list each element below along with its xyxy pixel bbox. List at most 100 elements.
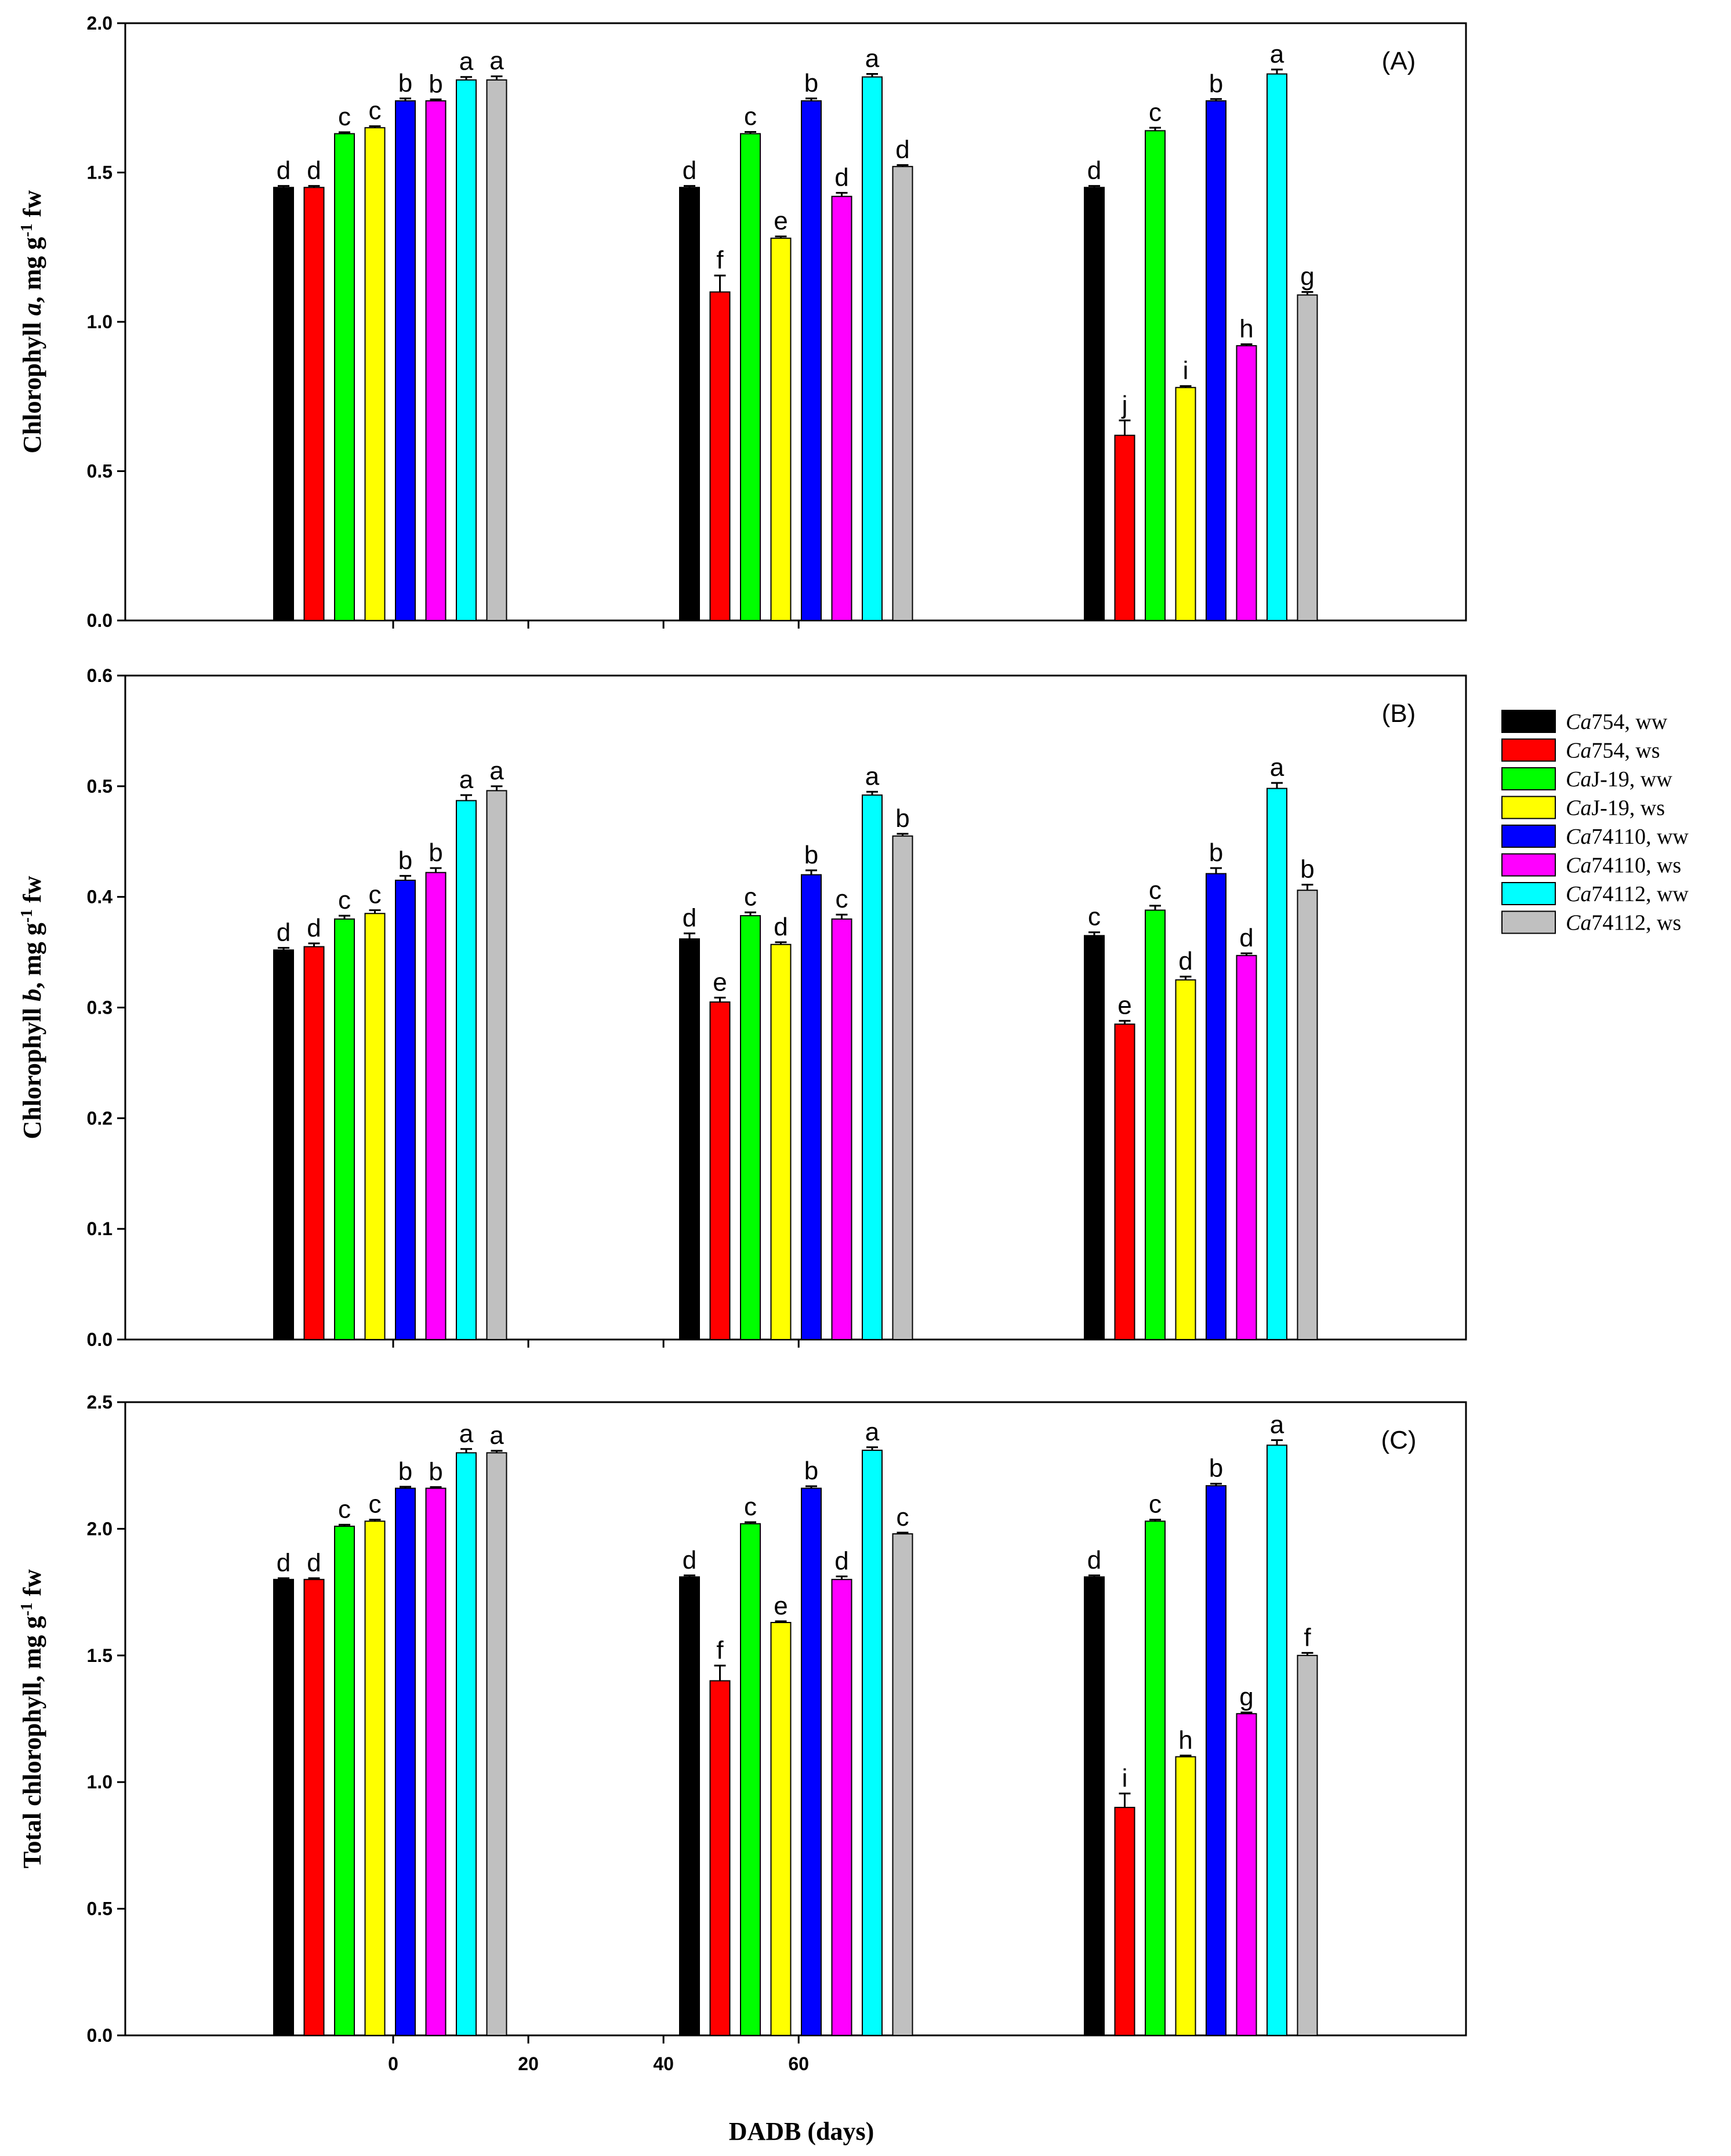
significance-letter: d <box>277 918 291 946</box>
bar <box>1114 1023 1135 1340</box>
legend-label-italic: Ca <box>1566 796 1591 821</box>
significance-letter: b <box>804 1457 818 1485</box>
legend-label-rest: 74110, ww <box>1591 825 1689 849</box>
y-axis-title-part: Chlorophyll <box>18 1001 46 1139</box>
y-axis-title-part: -1 <box>18 909 36 923</box>
y-axis-title-part: a <box>18 303 46 315</box>
bar <box>303 187 325 621</box>
legend-item: Ca74112, ws <box>1501 910 1681 935</box>
y-axis-title-part: fw <box>18 876 46 909</box>
bar <box>456 1452 477 2037</box>
legend-swatch <box>1501 825 1556 848</box>
bar <box>425 100 447 621</box>
significance-letter: h <box>1239 315 1253 343</box>
bar <box>1297 890 1318 1340</box>
bar-group-20: d f c e b d a d <box>679 45 913 622</box>
significance-letter: b <box>804 841 818 869</box>
significance-letter: a <box>489 1421 504 1450</box>
bar <box>1145 909 1166 1340</box>
significance-letter: c <box>744 102 757 130</box>
significance-letter: c <box>744 883 757 911</box>
x-axis-title: DADB (days) <box>729 2117 874 2146</box>
bar <box>1297 294 1318 621</box>
legend-item: Ca74110, ws <box>1501 853 1681 878</box>
bar <box>364 1520 386 2036</box>
significance-letter: c <box>836 885 848 913</box>
legend-label-italic: Ca <box>1566 739 1591 763</box>
bar <box>770 237 792 621</box>
bar <box>1206 100 1226 621</box>
bar <box>831 195 852 621</box>
bar <box>1267 787 1287 1340</box>
y-tick-label: 0.0 <box>87 2025 113 2046</box>
bar <box>1084 935 1105 1341</box>
bar <box>1236 954 1257 1340</box>
significance-letter: c <box>744 1493 757 1521</box>
significance-letter: e <box>1117 991 1131 1019</box>
significance-letter: d <box>307 157 321 185</box>
bar <box>679 938 700 1340</box>
bar <box>334 918 355 1341</box>
y-tick-label: 0.5 <box>87 776 113 797</box>
bar <box>892 835 913 1341</box>
y-axis-title-part: fw <box>18 1569 46 1603</box>
significance-letter: c <box>338 886 351 914</box>
bar <box>395 880 416 1340</box>
bar <box>486 790 507 1340</box>
legend-label: CaJ-19, ws <box>1566 796 1665 821</box>
legend-label-rest: 74112, ws <box>1591 911 1681 935</box>
significance-letter: c <box>338 103 351 131</box>
bar-group-0: d dc cb ba a <box>273 1420 507 2037</box>
legend-label: Ca74112, ww <box>1566 882 1689 906</box>
bar <box>709 1001 731 1341</box>
significance-letter: f <box>716 246 724 274</box>
legend-swatch <box>1501 796 1556 819</box>
panel-tag: (A) <box>1382 47 1416 75</box>
x-axis <box>392 620 800 629</box>
bar <box>1206 1485 1226 2037</box>
panel-c: 0.0 0.5 1.0 1.5 2.0 2.5 0 20 40 60 Total chlorophy… <box>18 1392 1467 2074</box>
significance-letter: d <box>277 1549 291 1577</box>
significance-letter: e <box>774 1592 788 1620</box>
x-tick-label: 60 <box>788 2053 809 2074</box>
bar <box>425 1487 447 2036</box>
significance-letter: d <box>307 914 321 942</box>
legend-label-rest: J-19, ww <box>1591 767 1672 792</box>
x-tick-label: 0 <box>388 2053 398 2074</box>
bar <box>334 133 355 622</box>
significance-letter: a <box>865 1418 880 1446</box>
significance-letter: i <box>1183 357 1189 385</box>
significance-letter: d <box>683 157 696 185</box>
legend-item: CaJ-19, ww <box>1501 767 1672 792</box>
legend-label-italic: Ca <box>1566 767 1591 792</box>
bar <box>862 76 883 621</box>
bar <box>303 946 325 1340</box>
legend-label-rest: 754, ww <box>1591 710 1667 734</box>
significance-letter: b <box>398 846 412 874</box>
bar <box>679 187 700 621</box>
bar <box>1175 1756 1196 2037</box>
bar <box>1267 73 1287 622</box>
significance-letter: b <box>398 1457 412 1486</box>
y-tick-label: 0.3 <box>87 997 113 1018</box>
x-tick-label: 20 <box>518 2053 539 2074</box>
bar <box>862 794 883 1340</box>
legend-item: Ca754, ww <box>1501 710 1668 734</box>
significance-letter: b <box>429 839 442 867</box>
bar <box>862 1449 883 2036</box>
legend-label: CaJ-19, ww <box>1566 767 1672 792</box>
bar <box>425 872 447 1340</box>
significance-letter: d <box>277 157 291 185</box>
legend-swatch <box>1501 767 1556 790</box>
y-tick-label: 0.0 <box>87 1329 113 1350</box>
significance-letter: c <box>369 1490 382 1519</box>
bar <box>770 1622 792 2037</box>
x-axis <box>392 1340 800 1348</box>
bar <box>801 1487 822 2036</box>
legend-swatch <box>1501 738 1556 762</box>
significance-letter: a <box>1270 40 1284 68</box>
legend-label-italic: Ca <box>1566 911 1591 935</box>
significance-letter: d <box>1087 157 1101 185</box>
bar <box>770 943 792 1340</box>
significance-letter: d <box>683 1546 696 1574</box>
